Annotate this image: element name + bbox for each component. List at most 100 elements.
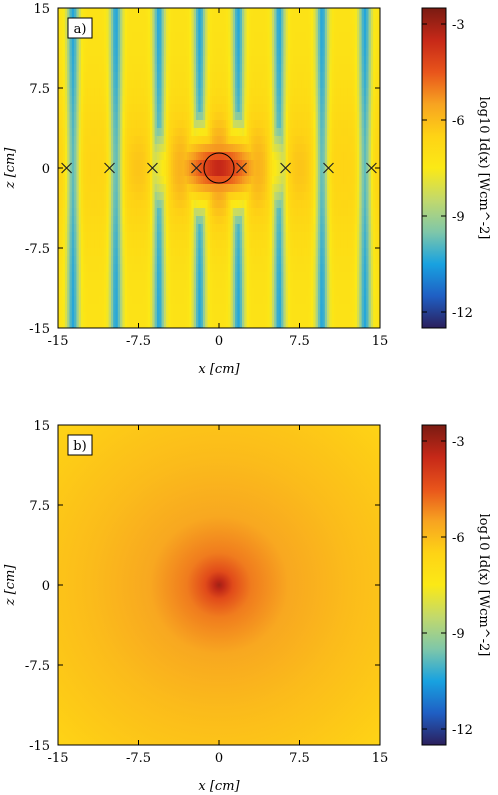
- heat-cell: [69, 240, 73, 249]
- heat-cell: [320, 40, 323, 49]
- heat-cell: [262, 216, 266, 225]
- heat-cell: [138, 280, 142, 289]
- heat-cell: [327, 248, 330, 257]
- heat-cell: [274, 232, 277, 241]
- heat-cell: [147, 256, 151, 265]
- heat-cell: [251, 176, 254, 185]
- heat-cell: [209, 160, 213, 169]
- heat-cell: [357, 112, 360, 121]
- heat-cell: [163, 160, 167, 169]
- heat-cell: [156, 32, 160, 41]
- heat-cell: [283, 184, 287, 193]
- heat-cell: [306, 264, 310, 273]
- heat-cell: [58, 112, 61, 121]
- heat-cell: [361, 64, 365, 73]
- heat-cell: [104, 152, 107, 161]
- heat-cell: [320, 184, 323, 193]
- heat-cell: [230, 152, 234, 161]
- heat-cell: [196, 144, 199, 153]
- heat-cell: [81, 280, 84, 289]
- heat-cell: [221, 80, 224, 89]
- heat-cell: [276, 120, 280, 129]
- heat-cell: [276, 8, 280, 17]
- heat-cell: [281, 64, 284, 73]
- heat-cell: [205, 208, 208, 217]
- heat-cell: [99, 88, 103, 97]
- heat-cell: [361, 112, 365, 121]
- heat-cell: [327, 112, 330, 121]
- heat-cell: [143, 88, 146, 97]
- heat-cell: [124, 64, 128, 73]
- heat-cell: [377, 32, 380, 41]
- heat-cell: [228, 112, 231, 121]
- heat-cell: [223, 152, 227, 161]
- heat-cell: [283, 64, 287, 73]
- heat-cell: [182, 208, 185, 217]
- heat-cell: [207, 184, 211, 193]
- heat-cell: [308, 96, 312, 105]
- heat-cell: [299, 32, 303, 41]
- heat-cell: [347, 56, 351, 65]
- heat-cell: [320, 8, 323, 17]
- heat-cell: [221, 120, 224, 129]
- heat-cell: [366, 240, 369, 249]
- heat-cell: [108, 168, 112, 177]
- heat-cell: [209, 144, 213, 153]
- heat-cell: [94, 88, 98, 97]
- heat-cell: [150, 96, 153, 105]
- heat-cell: [81, 72, 84, 81]
- heat-cell: [269, 48, 273, 57]
- heat-cell: [145, 112, 149, 121]
- heat-cell: [212, 184, 215, 193]
- heat-cell: [152, 136, 155, 145]
- heat-cell: [168, 184, 172, 193]
- heat-cell: [60, 288, 63, 297]
- heat-cell: [271, 248, 275, 257]
- heat-cell: [327, 224, 330, 233]
- heat-cell: [200, 160, 204, 169]
- heat-cell: [143, 256, 146, 265]
- heat-cell: [262, 128, 266, 137]
- heat-cell: [221, 184, 224, 193]
- heat-cell: [294, 144, 298, 153]
- heat-cell: [350, 176, 353, 185]
- heat-cell: [361, 176, 365, 185]
- heat-cell: [87, 104, 91, 113]
- heat-cell: [322, 88, 326, 97]
- heat-cell: [299, 40, 303, 49]
- heat-cell: [267, 264, 270, 273]
- heat-cell: [161, 40, 165, 49]
- heat-cell: [214, 248, 218, 257]
- heat-cell: [87, 176, 91, 185]
- heat-cell: [186, 192, 190, 201]
- heat-cell: [117, 96, 121, 105]
- heat-cell: [216, 120, 220, 129]
- heat-cell: [347, 96, 351, 105]
- heat-cell: [81, 96, 84, 105]
- heat-cell: [278, 200, 282, 209]
- heat-cell: [363, 96, 367, 105]
- heat-cell: [150, 48, 153, 57]
- heat-cell: [267, 136, 270, 145]
- heat-cell: [85, 120, 89, 129]
- heat-cell: [352, 24, 356, 33]
- heat-cell: [235, 104, 238, 113]
- heat-cell: [363, 208, 367, 217]
- heat-cell: [265, 168, 268, 177]
- heat-cell: [175, 32, 178, 41]
- heat-cell: [189, 184, 192, 193]
- heat-cell: [97, 16, 100, 25]
- heat-cell: [292, 16, 296, 25]
- heat-cell: [186, 136, 190, 145]
- heat-cell: [274, 168, 277, 177]
- heat-cell: [281, 256, 284, 265]
- heat-cell: [352, 224, 356, 233]
- heat-cell: [108, 48, 112, 57]
- heat-cell: [251, 104, 254, 113]
- heat-cell: [205, 56, 208, 65]
- heat-cell: [274, 200, 277, 209]
- heat-cell: [62, 48, 66, 57]
- heat-cell: [242, 232, 245, 241]
- heat-cell: [294, 48, 298, 57]
- heat-cell: [331, 176, 335, 185]
